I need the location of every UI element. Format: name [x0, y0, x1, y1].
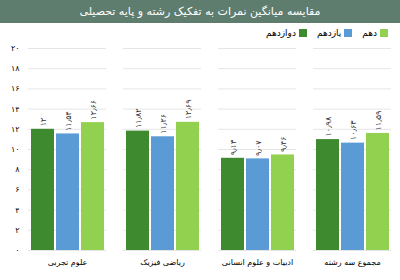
svg-text:۲: ۲: [15, 226, 19, 235]
svg-text:۰: ۰: [15, 246, 19, 255]
svg-text:۶: ۶: [15, 185, 19, 194]
svg-text:۱۸: ۱۸: [11, 64, 20, 73]
svg-text:۱۰٫۶۳: ۱۰٫۶۳: [349, 120, 358, 140]
svg-text:۱۴: ۱۴: [11, 105, 20, 114]
svg-text:علوم تجربی: علوم تجربی: [48, 258, 88, 267]
svg-text:۱۲: ۱۲: [11, 125, 20, 134]
svg-text:۱۲٫۶۹: ۱۲٫۶۹: [184, 100, 193, 120]
svg-text:۱۰٫۹۸: ۱۰٫۹۸: [324, 116, 333, 136]
svg-text:۲۰: ۲۰: [11, 44, 20, 53]
html-text:دهم: دهم: [362, 28, 377, 38]
svg-text:ادبیات و علوم انسانی: ادبیات و علوم انسانی: [222, 258, 293, 267]
svg-text:۱۱٫۲۶: ۱۱٫۲۶: [159, 114, 168, 134]
svg-text:۸: ۸: [15, 165, 20, 174]
svg-text:۱۱٫۵۹: ۱۱٫۵۹: [374, 111, 383, 131]
svg-text:۱۰: ۱۰: [11, 145, 20, 154]
svg-text:۱۶: ۱۶: [11, 84, 20, 93]
svg-text:۱۲: ۱۲: [39, 118, 48, 127]
html-text:مقایسه میانگین نمرات به تفکیک: مقایسه میانگین نمرات به تفکیک رشته و پای…: [79, 5, 321, 18]
svg-text:۹٫۰۷: ۹٫۰۷: [254, 140, 263, 156]
svg-text:۱۱٫۵۴: ۱۱٫۵۴: [64, 111, 73, 131]
svg-text:ریاضی فیزیک: ریاضی فیزیک: [140, 258, 185, 267]
svg-text:۱۱٫۸۲: ۱۱٫۸۲: [134, 108, 143, 128]
svg-text:۴: ۴: [15, 206, 19, 215]
html-text:یازدهم: یازدهم: [316, 28, 342, 38]
svg-text:۹٫۱۳: ۹٫۱۳: [229, 139, 238, 155]
svg-text:۱۲٫۶۶: ۱۲٫۶۶: [89, 100, 98, 120]
svg-text:۹٫۴۶: ۹٫۴۶: [279, 136, 288, 152]
html-text:دوازدهم: دوازدهم: [266, 28, 296, 38]
svg-text:مجموع سه رشته: مجموع سه رشته: [324, 258, 380, 267]
